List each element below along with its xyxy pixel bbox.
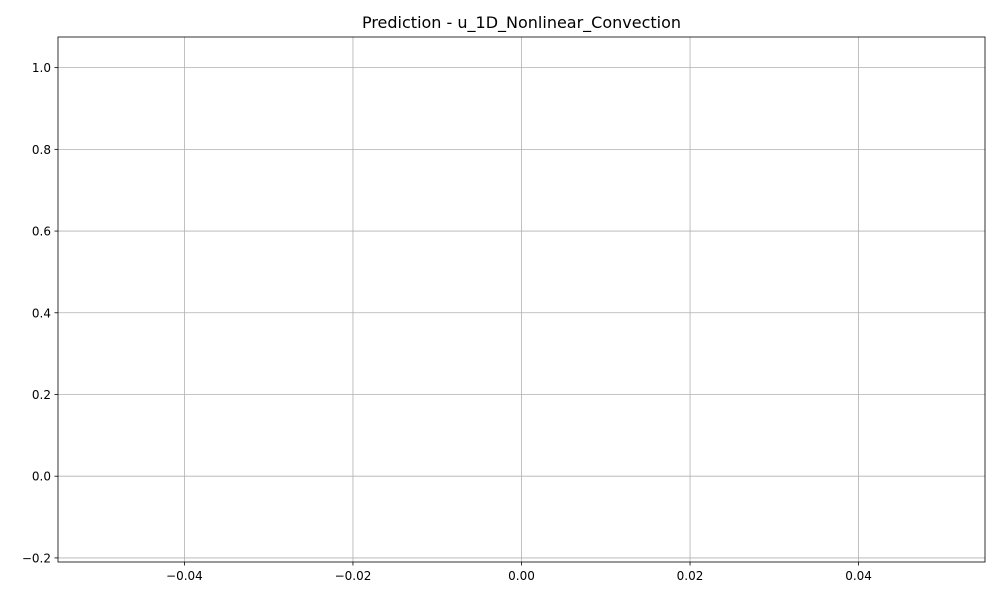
grid	[58, 37, 985, 562]
y-tick-label: 0.0	[32, 470, 51, 484]
y-tick-label: 0.8	[32, 143, 51, 157]
x-tick-label: 0.04	[845, 569, 872, 583]
y-tick-label: −0.2	[22, 551, 51, 565]
axes-frame	[57, 36, 986, 563]
y-tick-label: 0.4	[32, 306, 51, 320]
y-tick-label: 0.2	[32, 388, 51, 402]
chart-title: Prediction - u_1D_Nonlinear_Convection	[362, 13, 681, 33]
x-tick-label: −0.02	[335, 569, 372, 583]
y-tick-label: 1.0	[32, 61, 51, 75]
y-tick-label: 0.6	[32, 225, 51, 239]
x-tick-label: 0.02	[677, 569, 704, 583]
x-tick-label: 0.00	[508, 569, 535, 583]
x-tick-label: −0.04	[166, 569, 203, 583]
axis-ticks: −0.04 −0.02 0.00 0.02 0.04 −0.2 0.0 0.2 0.4 0.6 0.…	[22, 61, 872, 583]
